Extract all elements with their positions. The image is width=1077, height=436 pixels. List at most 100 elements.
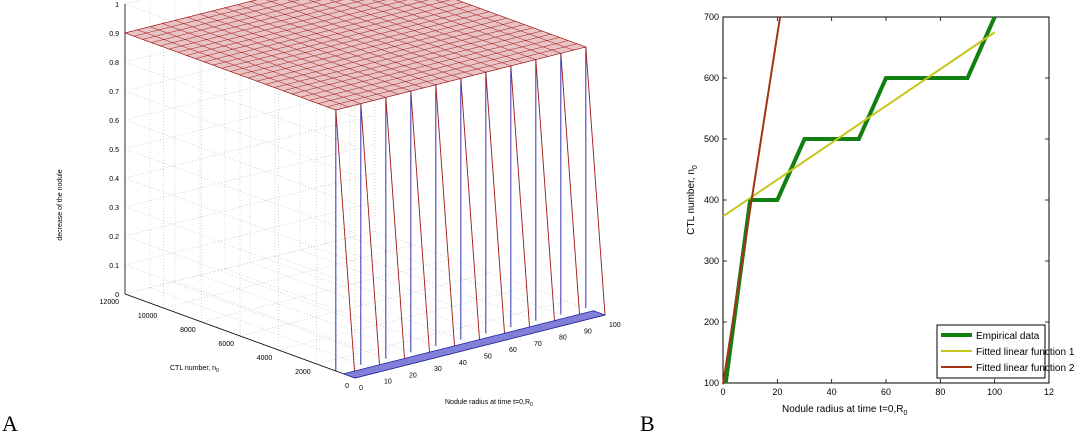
z-tick-label: 0.9 bbox=[109, 31, 119, 38]
surface-mesh-y12 bbox=[230, 8, 481, 72]
line-chart: 0 20 40 60 80 100 12 100 200 300 400 500 600 700 Nodu… bbox=[686, 12, 1075, 417]
y-tick-label: 0 bbox=[345, 383, 349, 390]
grid-line-floor-x9 bbox=[349, 237, 581, 322]
surface-chart: 00.10.20.30.40.50.60.70.80.9102000400060… bbox=[57, 0, 621, 408]
surface-mesh-y15 bbox=[204, 0, 451, 63]
grid-line-floor-x10 bbox=[374, 230, 606, 316]
y-tick-label: 6000 bbox=[218, 341, 234, 348]
z-tick-label: 0 bbox=[115, 292, 119, 299]
surface-mesh-y24 bbox=[124, 0, 257, 34]
y-tick-label: 10000 bbox=[138, 313, 158, 320]
cliff-slope-0 bbox=[335, 109, 356, 379]
y-tick-label: 700 bbox=[704, 12, 719, 22]
cliff-slope-1 bbox=[360, 103, 381, 372]
grid-line-floor-x3 bbox=[199, 274, 431, 360]
x-tick-label: 0 bbox=[359, 385, 363, 392]
z-tick-label: 1 bbox=[115, 2, 119, 9]
cliff-slope-6 bbox=[485, 72, 506, 341]
x-tick-label: 30 bbox=[434, 366, 442, 373]
series-lines bbox=[722, 16, 997, 385]
surface-mesh-y8 bbox=[265, 21, 516, 85]
x-tick-label: 12 bbox=[1044, 387, 1054, 397]
x-tick-label: 40 bbox=[827, 387, 837, 397]
grid-line-floor-y4 bbox=[201, 258, 452, 323]
series-line-2 bbox=[722, 16, 782, 385]
grid-line-floor-y3 bbox=[239, 272, 491, 337]
x-axis-label-text: Nodule radius at time t=0,R bbox=[782, 404, 903, 415]
z-axis-label: decrease of the nodule bbox=[57, 169, 64, 240]
z-tick-label: 0.4 bbox=[109, 176, 119, 183]
x-tick-label: 80 bbox=[935, 387, 945, 397]
surface-mesh-y3 bbox=[309, 37, 560, 101]
axis-ticks: 00.10.20.30.40.50.60.70.80.9102000400060… bbox=[100, 2, 621, 392]
grid-line-left-z4 bbox=[124, 177, 356, 263]
x-axis-label-text: Nodule radius at time t=0,R bbox=[445, 399, 530, 406]
y-axis-label: CTL number, n0 bbox=[686, 165, 699, 235]
grid-line-left-z7 bbox=[124, 90, 356, 176]
y-tick-label: 400 bbox=[704, 195, 719, 205]
surface-plateau bbox=[123, 0, 587, 111]
surface-mesh-y2 bbox=[318, 40, 569, 104]
surface-mesh-y18 bbox=[177, 0, 387, 53]
z-tick-label: 0.8 bbox=[109, 60, 119, 67]
grid-line-back-z2 bbox=[124, 172, 376, 237]
surface-mesh-y7 bbox=[274, 24, 525, 88]
axis-ticks: 0 20 40 60 80 100 12 100 200 300 400 500 600 700 bbox=[704, 12, 1054, 397]
series-line-1 bbox=[722, 31, 996, 218]
y-tick-label: 12000 bbox=[100, 299, 120, 306]
x-tick-label: 20 bbox=[409, 372, 417, 379]
panel-a-letter: A bbox=[2, 411, 18, 436]
y-tick-label: 8000 bbox=[180, 327, 196, 334]
z-tick-label: 0.1 bbox=[109, 263, 119, 270]
axis-line-1 bbox=[124, 293, 356, 379]
x-tick-label: 40 bbox=[459, 360, 467, 367]
x-tick-label: 60 bbox=[509, 347, 517, 354]
x-axis-label-sub: 0 bbox=[530, 402, 533, 408]
x-axis-label-sub: 0 bbox=[903, 410, 907, 417]
x-axis-label: Nodule radius at time t=0,R0 bbox=[782, 404, 907, 417]
grid-line-back-z4 bbox=[124, 114, 376, 179]
grid-line-back-z5 bbox=[124, 85, 376, 150]
grid-line-floor-x5 bbox=[249, 262, 481, 347]
y-axis-label-text: CTL number, n bbox=[686, 169, 697, 235]
x-tick-label: 70 bbox=[534, 341, 542, 348]
z-tick-label: 0.2 bbox=[109, 234, 119, 241]
x-tick-label: 60 bbox=[881, 387, 891, 397]
x-tick-label: 20 bbox=[772, 387, 782, 397]
cliff-slope-7 bbox=[510, 65, 531, 334]
grid-line-floor-y2 bbox=[278, 286, 529, 351]
cliff-slope-2 bbox=[385, 97, 406, 366]
y-tick-label: 300 bbox=[704, 256, 719, 266]
x-tick-label: 100 bbox=[987, 387, 1002, 397]
surface-mesh-y16 bbox=[195, 0, 430, 59]
y-tick-label: 500 bbox=[704, 134, 719, 144]
y-tick-label: 2000 bbox=[295, 369, 311, 376]
x-tick-label: 100 bbox=[609, 322, 621, 329]
y-axis-label-sub: 0 bbox=[692, 165, 699, 169]
z-tick-label: 0.3 bbox=[109, 205, 119, 212]
grid-line-floor-x1 bbox=[149, 287, 381, 372]
legend-label: Fitted linear function 1 bbox=[976, 347, 1075, 358]
grid-line-back-z6 bbox=[124, 56, 376, 121]
x-tick-label: 10 bbox=[384, 379, 392, 386]
surface-mesh-y1 bbox=[326, 43, 578, 108]
x-tick-label: 0 bbox=[720, 387, 725, 397]
grid-line-floor-y1 bbox=[316, 300, 567, 365]
grid-line-back-z7 bbox=[124, 27, 376, 92]
y-tick-label: 600 bbox=[704, 73, 719, 83]
surface-mesh-y17 bbox=[186, 0, 408, 56]
y-axis-label-text: CTL number, n bbox=[170, 365, 216, 372]
y-axis-label-sub: 0 bbox=[216, 368, 219, 374]
x-axis-label: Nodule radius at time t=0,R0 bbox=[445, 399, 533, 408]
grid-line-floor-y5 bbox=[163, 244, 414, 309]
panel-b-letter: B bbox=[640, 411, 655, 436]
surface-mesh-y14 bbox=[212, 1, 463, 66]
grid-line-left-z1 bbox=[124, 264, 356, 350]
surface-mesh-y13 bbox=[221, 5, 472, 69]
cliff-slope-10 bbox=[585, 46, 606, 316]
x-tick-label: 50 bbox=[484, 354, 492, 361]
grid-line-floor-y6 bbox=[124, 230, 376, 295]
legend-label: Fitted linear function 2 bbox=[976, 363, 1075, 374]
box-grid bbox=[124, 0, 606, 379]
